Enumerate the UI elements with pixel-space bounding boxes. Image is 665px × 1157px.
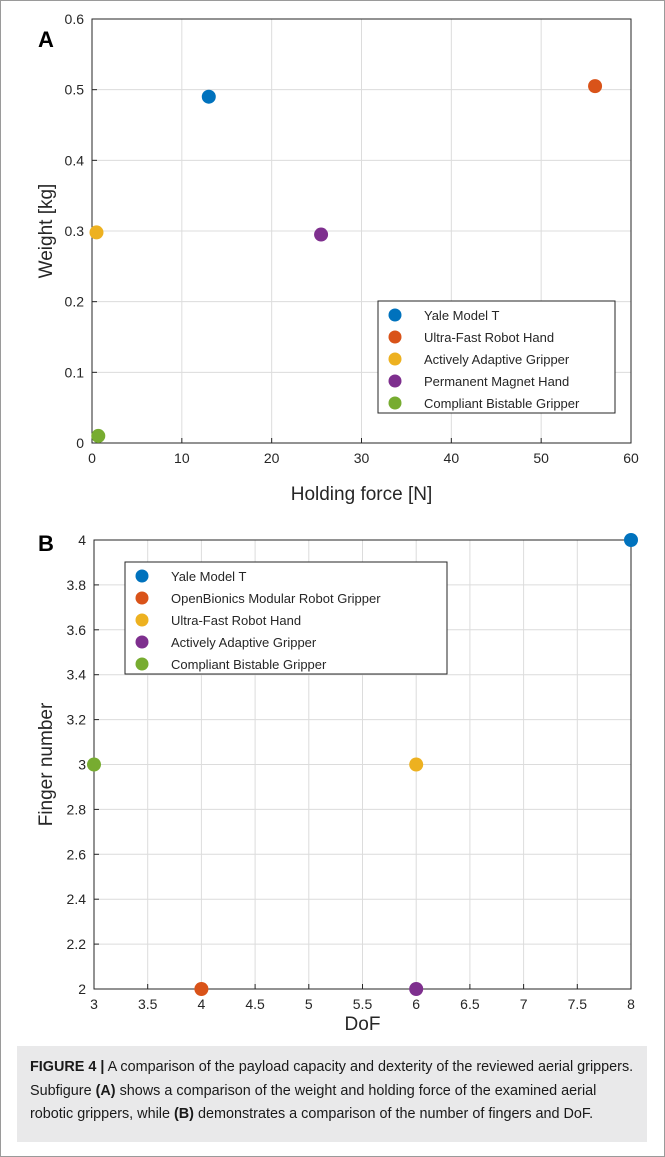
chart-a-legend-label: Actively Adaptive Gripper — [424, 352, 570, 367]
chart-b-x-tick-label: 7.5 — [568, 996, 588, 1012]
chart-a-legend-marker — [388, 308, 402, 322]
chart-a-legend-label: Ultra-Fast Robot Hand — [424, 330, 554, 345]
figure-charts: 0 10 20 30 40 50 60 0 0.1 0.2 0.3 0.4 0.5 0.6 Holding … — [36, 11, 639, 1035]
caption-ref-a: (A) — [95, 1082, 116, 1099]
chart-b-x-tick-label: 8 — [627, 996, 635, 1012]
chart-a-legend-box — [377, 300, 616, 414]
chart-b-legend-label: Yale Model T — [171, 569, 246, 584]
chart-b-y-tick-label: 3.4 — [67, 667, 87, 683]
chart-a-x-tick-label: 0 — [88, 450, 96, 466]
chart-a-y-tick-label: 0.1 — [65, 364, 85, 380]
chart-a-x-tick-label: 40 — [444, 450, 460, 466]
chart-a-data-point — [201, 89, 216, 104]
chart-b-x-tick-label: 3.5 — [138, 996, 158, 1012]
caption-text-1: A comparison of the payload capacity and… — [30, 1059, 634, 1099]
chart-b-legend-marker — [135, 591, 149, 605]
chart-b-y-tick-label: 3.6 — [67, 622, 87, 638]
chart-a-legend-marker — [388, 330, 402, 344]
chart-a-y-tick-label: 0.3 — [65, 223, 85, 239]
chart-a-y-tick-label: 0.2 — [65, 294, 85, 310]
chart-b-x-tick-label: 4.5 — [245, 996, 265, 1012]
chart-b-legend-label: Compliant Bistable Gripper — [171, 657, 327, 672]
chart-a-y-tick-label: 0.5 — [65, 82, 85, 98]
chart-b-y-tick-label: 2.6 — [67, 846, 87, 862]
chart-a-y-tick-label: 0.4 — [65, 152, 85, 168]
chart-a-panel-label: A — [38, 27, 54, 52]
chart-a-x-tick-label: 50 — [533, 450, 549, 466]
chart-a-x-tick-label: 20 — [264, 450, 280, 466]
chart-a-x-axis-label: Holding force [N] — [291, 484, 433, 505]
chart-b-legend-label: Ultra-Fast Robot Hand — [171, 613, 301, 628]
chart-a-y-tick-label: 0.6 — [65, 11, 85, 27]
chart-b-y-axis-label: Finger number — [36, 702, 57, 826]
chart-b-y-tick-label: 2.4 — [67, 891, 87, 907]
chart-b-y-tick-label: 2.2 — [67, 936, 87, 952]
chart-b-legend-marker — [135, 613, 149, 627]
chart-b-y-tick-label: 2 — [78, 981, 86, 997]
chart-b-y-tick-label: 3 — [78, 757, 86, 773]
figure-caption: FIGURE 4 | A comparison of the payload c… — [30, 1056, 642, 1127]
chart-b-x-tick-label: 3 — [90, 996, 98, 1012]
chart-b-x-axis-label: DoF — [345, 1014, 381, 1035]
chart-b-x-tick-label: 5.5 — [353, 996, 373, 1012]
chart-b-legend-marker — [135, 635, 149, 649]
chart-a-x-tick-label: 10 — [174, 450, 190, 466]
chart-a-legend-label: Permanent Magnet Hand — [424, 374, 569, 389]
chart-b-legend-box — [124, 561, 448, 675]
caption-text-3: demonstrates a comparison of the number … — [193, 1106, 594, 1122]
chart-b-legend-marker — [135, 569, 149, 583]
chart-b-legend-marker — [135, 657, 149, 671]
chart-a-data-point — [91, 428, 106, 443]
chart-a-x-tick-label: 60 — [623, 450, 639, 466]
chart-a-legend-marker — [388, 374, 402, 388]
chart-b-legend-label: OpenBionics Modular Robot Gripper — [171, 591, 381, 606]
chart-b-data-point — [87, 757, 101, 772]
chart-a-legend-label: Compliant Bistable Gripper — [424, 396, 580, 411]
chart-b-x-tick-label: 6.5 — [460, 996, 480, 1012]
chart-b-x-tick-label: 6 — [412, 996, 420, 1012]
chart-b-x-tick-label: 5 — [305, 996, 313, 1012]
chart-b-y-tick-label: 2.8 — [67, 801, 87, 817]
chart-b-panel-label: B — [38, 531, 54, 556]
chart-a-legend-marker — [388, 352, 402, 366]
chart-a-data-point — [89, 225, 104, 240]
caption-box — [17, 1046, 647, 1142]
chart-b-x-tick-label: 7 — [520, 996, 528, 1012]
chart-a-y-axis-label: Weight [kg] — [36, 184, 57, 279]
chart-a-data-point — [314, 227, 329, 242]
caption-label: FIGURE 4 | — [30, 1059, 105, 1075]
chart-b-data-point — [409, 757, 424, 772]
caption-text-2: shows a comparison of the weight and hol… — [30, 1082, 597, 1123]
chart-b-y-tick-label: 3.2 — [67, 712, 87, 728]
chart-b-legend-label: Actively Adaptive Gripper — [171, 635, 317, 650]
chart-a-legend-label: Yale Model T — [424, 308, 499, 323]
chart-a-y-tick-label: 0 — [76, 435, 84, 451]
chart-b-data-point — [409, 982, 424, 996]
caption-ref-b: (B) — [173, 1106, 194, 1122]
chart-b-y-tick-label: 3.8 — [67, 577, 87, 593]
chart-a-data-point — [588, 79, 603, 94]
chart-b-data-point — [194, 982, 209, 996]
chart-a-legend-marker — [388, 396, 402, 410]
chart-b-x-tick-label: 4 — [198, 996, 206, 1012]
chart-b-data-point — [624, 533, 638, 547]
chart-b-y-tick-label: 4 — [78, 532, 86, 548]
chart-a-x-tick-label: 30 — [354, 450, 370, 466]
